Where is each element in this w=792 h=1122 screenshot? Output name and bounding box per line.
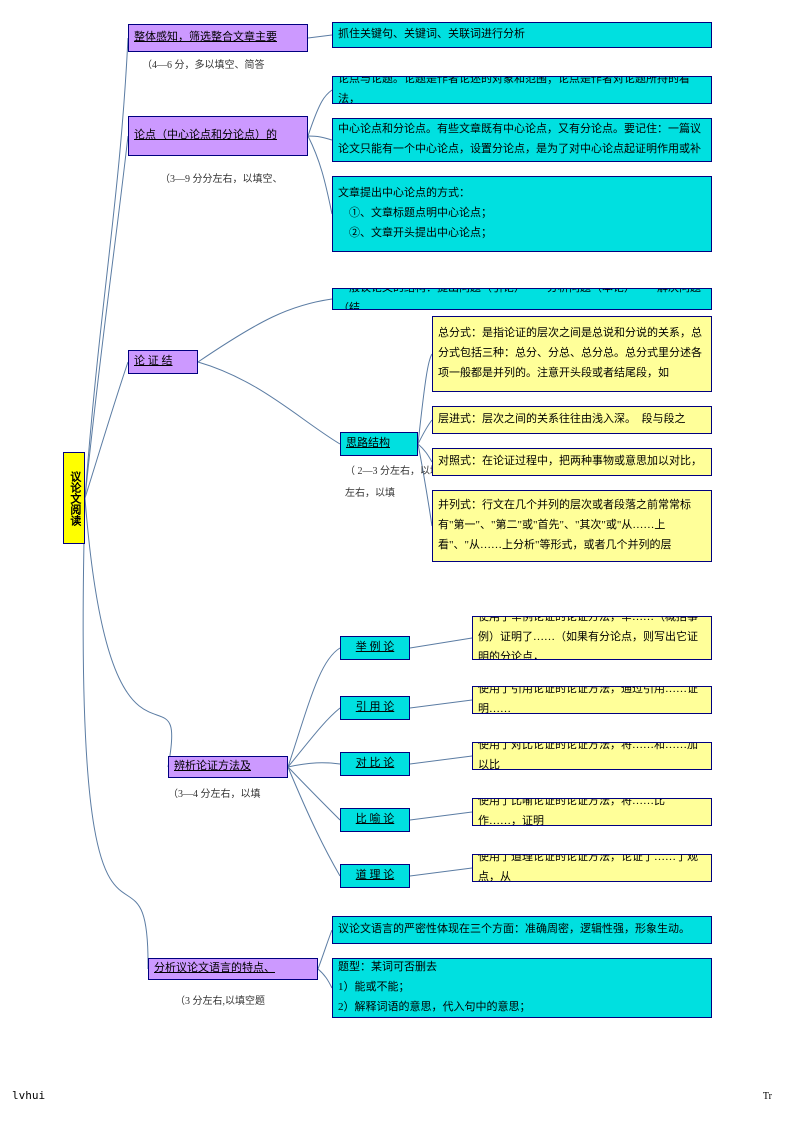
node-text: 使用了比喻论证的论证方法，将……比作……，证明	[478, 798, 706, 826]
node-text: 使用了引用论证的论证方法，通过引用……证明……	[478, 686, 706, 714]
connector-line	[198, 362, 340, 444]
node-box: 一般议论文的结构：提出问题（引论）——分析问题（本论）——解决问题（结	[332, 288, 712, 310]
node-text: 使用了道理论证的论证方法，论证了……了观点，从	[478, 854, 706, 882]
connector-line	[198, 299, 332, 362]
connector-line	[288, 763, 340, 767]
node-text: 议论文语言的严密性体现在三个方面：准确周密，逻辑性强，形象生动。	[338, 920, 690, 940]
node-text: 整体感知，筛选整合文章主要	[134, 28, 277, 48]
node-box: 比 喻 论	[340, 808, 410, 832]
node-text: 中心论点和分论点。有些文章既有中心论点，又有分论点。要记住：一篇议论文只能有一个…	[338, 120, 706, 160]
root-node: 议论文阅读	[63, 452, 85, 544]
node-caption: （4—6 分，多以填空、简答	[142, 56, 265, 71]
connector-line	[308, 90, 332, 136]
node-box: 整体感知，筛选整合文章主要	[128, 24, 308, 52]
connector-line	[418, 444, 432, 526]
connector-line	[308, 136, 332, 140]
node-box: 辨析论证方法及	[168, 756, 288, 778]
node-text: 论点（中心论点和分论点）的	[134, 126, 277, 146]
node-box: 总分式：是指论证的层次之间是总说和分说的关系，总分式包括三种：总分、分总、总分总…	[432, 316, 712, 392]
node-text: 抓住关键句、关键词、关联词进行分析	[338, 25, 525, 45]
node-text: 引 用 论	[356, 698, 395, 718]
node-box: 使用了道理论证的论证方法，论证了……了观点，从	[472, 854, 712, 882]
node-text: 举 例 论	[356, 638, 395, 658]
connector-line	[318, 969, 332, 988]
node-box: 层进式：层次之间的关系往往由浅入深。 段与段之	[432, 406, 712, 434]
node-caption: （3—4 分左右，以填	[168, 785, 261, 800]
node-text: 文章提出中心论点的方式： ①、文章标题点明中心论点； ②、文章开头提出中心论点；	[338, 184, 492, 243]
root-label: 议论文阅读	[64, 471, 84, 526]
node-text: 道 理 论	[356, 866, 395, 886]
connector-line	[85, 362, 128, 498]
node-text: 思路结构	[346, 434, 390, 454]
node-box: 使用了举例论证的论证方法，举……（概括事例）证明了……（如果有分论点，则写出它证…	[472, 616, 712, 660]
node-box: 议论文语言的严密性体现在三个方面：准确周密，逻辑性强，形象生动。	[332, 916, 712, 944]
node-text: 比 喻 论	[356, 810, 395, 830]
connector-line	[288, 767, 340, 876]
node-caption: 左右，以填	[345, 484, 395, 499]
node-text: 总分式：是指论证的层次之间是总说和分说的关系，总分式包括三种：总分、分总、总分总…	[438, 324, 706, 383]
node-box: 对 比 论	[340, 752, 410, 776]
node-box: 使用了引用论证的论证方法，通过引用……证明……	[472, 686, 712, 714]
node-box: 论点与论题。论题是作者论述的对象和范围；论点是作者对论题所持的看法，	[332, 76, 712, 104]
node-box: 分析议论文语言的特点、	[148, 958, 318, 980]
connector-line	[410, 700, 472, 708]
connector-line	[288, 708, 340, 767]
node-box: 抓住关键句、关键词、关联词进行分析	[332, 22, 712, 48]
node-text: 对照式：在论证过程中，把两种事物或意思加以对比，	[438, 452, 702, 472]
node-box: 举 例 论	[340, 636, 410, 660]
node-text: 使用了举例论证的论证方法，举……（概括事例）证明了……（如果有分论点，则写出它证…	[478, 616, 706, 660]
connector-line	[85, 136, 128, 498]
connector-line	[410, 638, 472, 648]
node-box: 使用了比喻论证的论证方法，将……比作……，证明	[472, 798, 712, 826]
node-text: 论 证 结	[134, 352, 173, 372]
node-box: 并列式：行文在几个并列的层次或者段落之前常常标有"第一"、"第二"或"首先"、"…	[432, 490, 712, 562]
node-text: 对 比 论	[356, 754, 395, 774]
connector-line	[308, 35, 332, 38]
node-text: 论点与论题。论题是作者论述的对象和范围；论点是作者对论题所持的看法，	[338, 76, 706, 104]
node-text: 并列式：行文在几个并列的层次或者段落之前常常标有"第一"、"第二"或"首先"、"…	[438, 496, 706, 555]
connector-line	[418, 420, 432, 444]
connector-line	[410, 868, 472, 876]
node-box: 论点（中心论点和分论点）的	[128, 116, 308, 156]
node-box: 思路结构	[340, 432, 418, 456]
node-text: 分析议论文语言的特点、	[154, 959, 275, 979]
footer-right: Tr	[763, 1091, 772, 1102]
connector-line	[418, 444, 432, 462]
node-box: 论 证 结	[128, 350, 198, 374]
node-box: 中心论点和分论点。有些文章既有中心论点，又有分论点。要记住：一篇议论文只能有一个…	[332, 118, 712, 162]
node-text: 题型：某词可否删去1）能或不能；2）解释词语的意思，代入句中的意思；	[338, 958, 531, 1017]
connector-line	[308, 136, 332, 214]
connector-line	[83, 498, 148, 969]
node-box: 对照式：在论证过程中，把两种事物或意思加以对比，	[432, 448, 712, 476]
node-text: 辨析论证方法及	[174, 757, 251, 777]
connector-line	[318, 930, 332, 969]
node-box: 题型：某词可否删去1）能或不能；2）解释词语的意思，代入句中的意思；	[332, 958, 712, 1018]
node-text: 使用了对比论证的论证方法，将……和……加以比	[478, 742, 706, 770]
footer-left: lvhui	[12, 1089, 45, 1102]
connector-line	[85, 38, 128, 498]
node-box: 使用了对比论证的论证方法，将……和……加以比	[472, 742, 712, 770]
connector-line	[85, 498, 172, 767]
node-caption: （3—9 分分左右，以填空、	[160, 170, 283, 185]
node-caption: （ 2—3 分左右，以填	[345, 462, 440, 477]
connector-line	[288, 767, 340, 820]
node-box: 引 用 论	[340, 696, 410, 720]
node-box: 道 理 论	[340, 864, 410, 888]
node-text: 一般议论文的结构：提出问题（引论）——分析问题（本论）——解决问题（结	[338, 288, 706, 310]
connector-line	[288, 648, 340, 767]
node-caption: （3 分左右,以填空题	[175, 992, 265, 1007]
connector-line	[410, 756, 472, 764]
connector-line	[418, 354, 432, 444]
node-text: 层进式：层次之间的关系往往由浅入深。 段与段之	[438, 410, 686, 430]
connector-line	[410, 812, 472, 820]
node-box: 文章提出中心论点的方式： ①、文章标题点明中心论点； ②、文章开头提出中心论点；	[332, 176, 712, 252]
